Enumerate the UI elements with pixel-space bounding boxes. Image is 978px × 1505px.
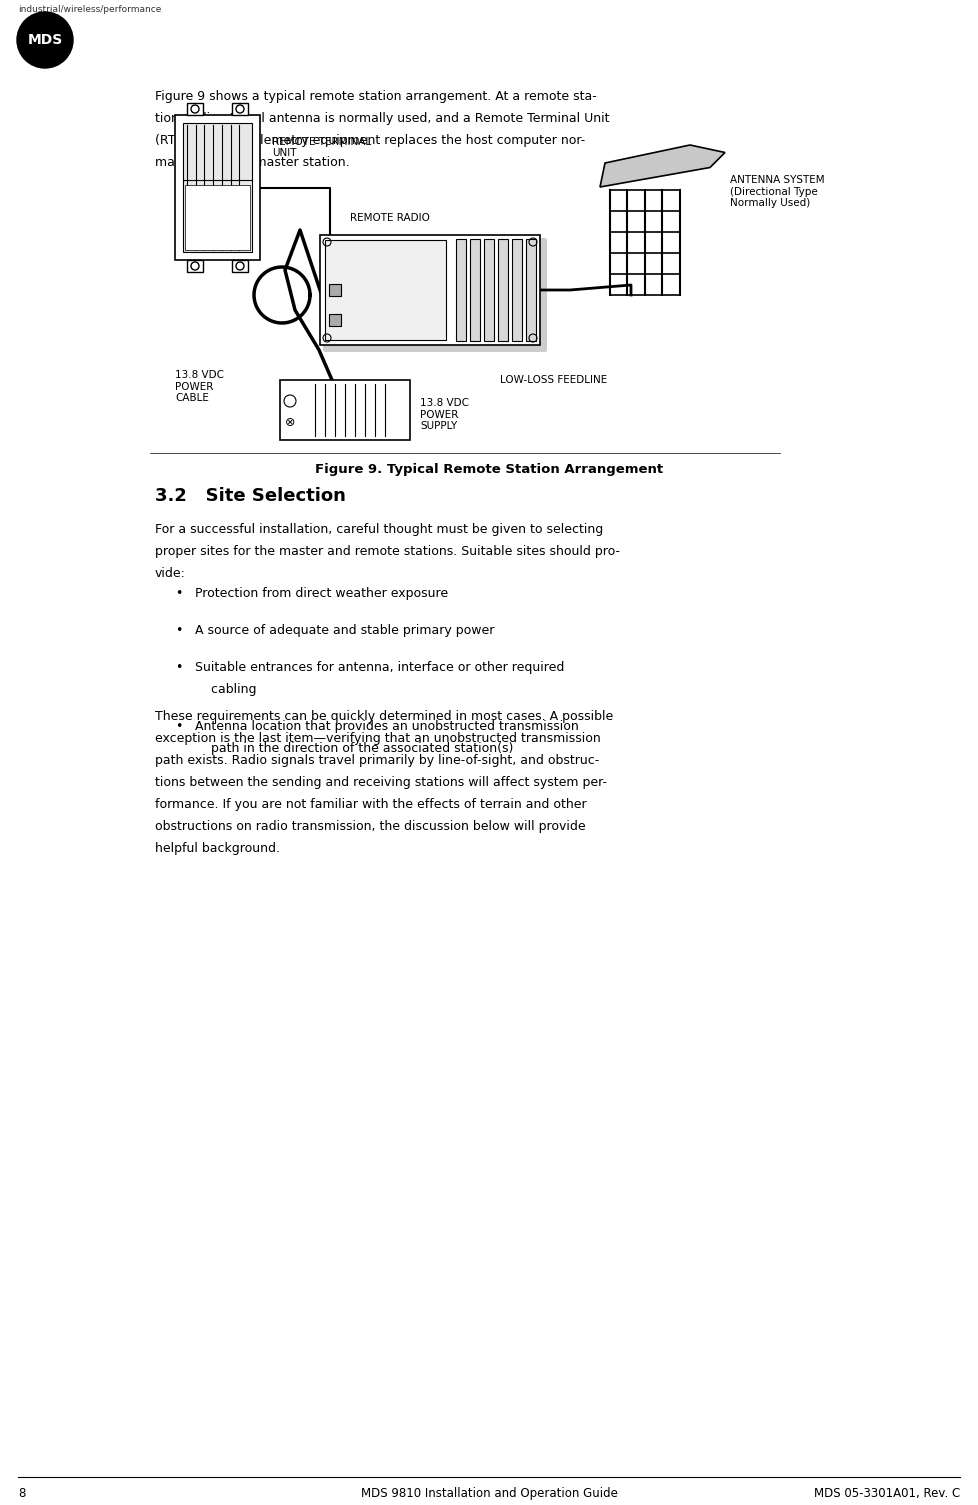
Text: •: • — [175, 625, 182, 637]
Text: helpful background.: helpful background. — [155, 841, 280, 855]
Bar — [320, 235, 540, 345]
Text: 13.8 VDC
POWER
CABLE: 13.8 VDC POWER CABLE — [175, 370, 224, 403]
Text: formance. If you are not familiar with the effects of terrain and other: formance. If you are not familiar with t… — [155, 798, 586, 811]
Text: •: • — [175, 661, 182, 674]
Bar — [232, 260, 247, 272]
Text: Suitable entrances for antenna, interface or other required: Suitable entrances for antenna, interfac… — [195, 661, 563, 674]
Text: industrial/wireless/performance: industrial/wireless/performance — [18, 5, 161, 14]
Text: ANTENNA SYSTEM
(Directional Type
Normally Used): ANTENNA SYSTEM (Directional Type Normall… — [730, 175, 823, 208]
Text: proper sites for the master and remote stations. Suitable sites should pro-: proper sites for the master and remote s… — [155, 545, 619, 558]
Text: LOW-LOSS FEEDLINE: LOW-LOSS FEEDLINE — [500, 375, 606, 385]
Text: 13.8 VDC
POWER
SUPPLY: 13.8 VDC POWER SUPPLY — [420, 397, 468, 432]
Bar — [280, 379, 410, 439]
Bar — [329, 315, 340, 327]
Text: •: • — [175, 587, 182, 600]
Text: REMOTE TERMINAL
UNIT: REMOTE TERMINAL UNIT — [272, 137, 371, 158]
Bar — [456, 239, 466, 342]
Text: (RTU) or other telemetry equipment replaces the host computer nor-: (RTU) or other telemetry equipment repla… — [155, 134, 585, 147]
Text: tions between the sending and receiving stations will affect system per-: tions between the sending and receiving … — [155, 777, 606, 789]
Text: These requirements can be quickly determined in most cases. A possible: These requirements can be quickly determ… — [155, 710, 612, 722]
Text: MDS 9810 Installation and Operation Guide: MDS 9810 Installation and Operation Guid… — [361, 1487, 617, 1500]
Circle shape — [17, 12, 73, 68]
Text: MDS 05-3301A01, Rev. C: MDS 05-3301A01, Rev. C — [813, 1487, 959, 1500]
Bar — [187, 102, 202, 114]
Bar — [498, 239, 508, 342]
Text: vide:: vide: — [155, 567, 186, 579]
Text: Figure 9 shows a typical remote station arrangement. At a remote sta-: Figure 9 shows a typical remote station … — [155, 90, 597, 102]
Text: path exists. Radio signals travel primarily by line-of-sight, and obstruc-: path exists. Radio signals travel primar… — [155, 754, 599, 768]
Text: MDS: MDS — [27, 33, 63, 47]
Bar — [329, 284, 340, 296]
Bar — [469, 239, 480, 342]
Text: tion, a directional antenna is normally used, and a Remote Terminal Unit: tion, a directional antenna is normally … — [155, 111, 609, 125]
Bar — [484, 239, 494, 342]
Text: cabling: cabling — [195, 683, 256, 695]
Text: 3.2   Site Selection: 3.2 Site Selection — [155, 488, 345, 506]
Bar — [183, 123, 251, 251]
Text: REMOTE RADIO: REMOTE RADIO — [350, 214, 429, 223]
Bar — [325, 239, 446, 340]
Text: For a successful installation, careful thought must be given to selecting: For a successful installation, careful t… — [155, 524, 602, 536]
Text: exception is the last item—verifying that an unobstructed transmission: exception is the last item—verifying tha… — [155, 731, 600, 745]
Text: Antenna location that provides an unobstructed transmission: Antenna location that provides an unobst… — [195, 719, 578, 733]
Text: A source of adequate and stable primary power: A source of adequate and stable primary … — [195, 625, 494, 637]
Text: obstructions on radio transmission, the discussion below will provide: obstructions on radio transmission, the … — [155, 820, 585, 832]
Text: Figure 9. Typical Remote Station Arrangement: Figure 9. Typical Remote Station Arrange… — [315, 464, 663, 476]
FancyBboxPatch shape — [323, 238, 547, 352]
Text: 8: 8 — [18, 1487, 25, 1500]
Text: path in the direction of the associated station(s): path in the direction of the associated … — [195, 742, 512, 756]
Bar — [185, 185, 249, 250]
Bar — [175, 114, 260, 260]
Bar — [526, 239, 536, 342]
Bar — [511, 239, 522, 342]
Text: Protection from direct weather exposure: Protection from direct weather exposure — [195, 587, 448, 600]
Bar — [232, 102, 247, 114]
Text: mally used in a master station.: mally used in a master station. — [155, 157, 349, 169]
Text: ⊗: ⊗ — [285, 415, 295, 429]
Polygon shape — [600, 144, 725, 187]
Text: •: • — [175, 719, 182, 733]
Bar — [187, 260, 202, 272]
